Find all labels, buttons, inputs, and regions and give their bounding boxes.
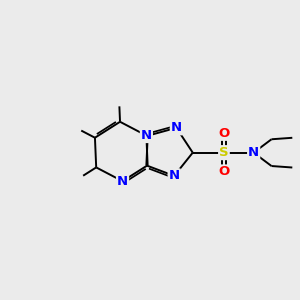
Text: N: N [248,146,259,159]
Text: O: O [218,127,230,140]
Text: S: S [219,146,229,159]
Text: N: N [169,169,180,182]
Text: N: N [141,129,152,142]
Text: N: N [171,121,182,134]
Text: O: O [218,166,230,178]
Text: N: N [117,175,128,188]
